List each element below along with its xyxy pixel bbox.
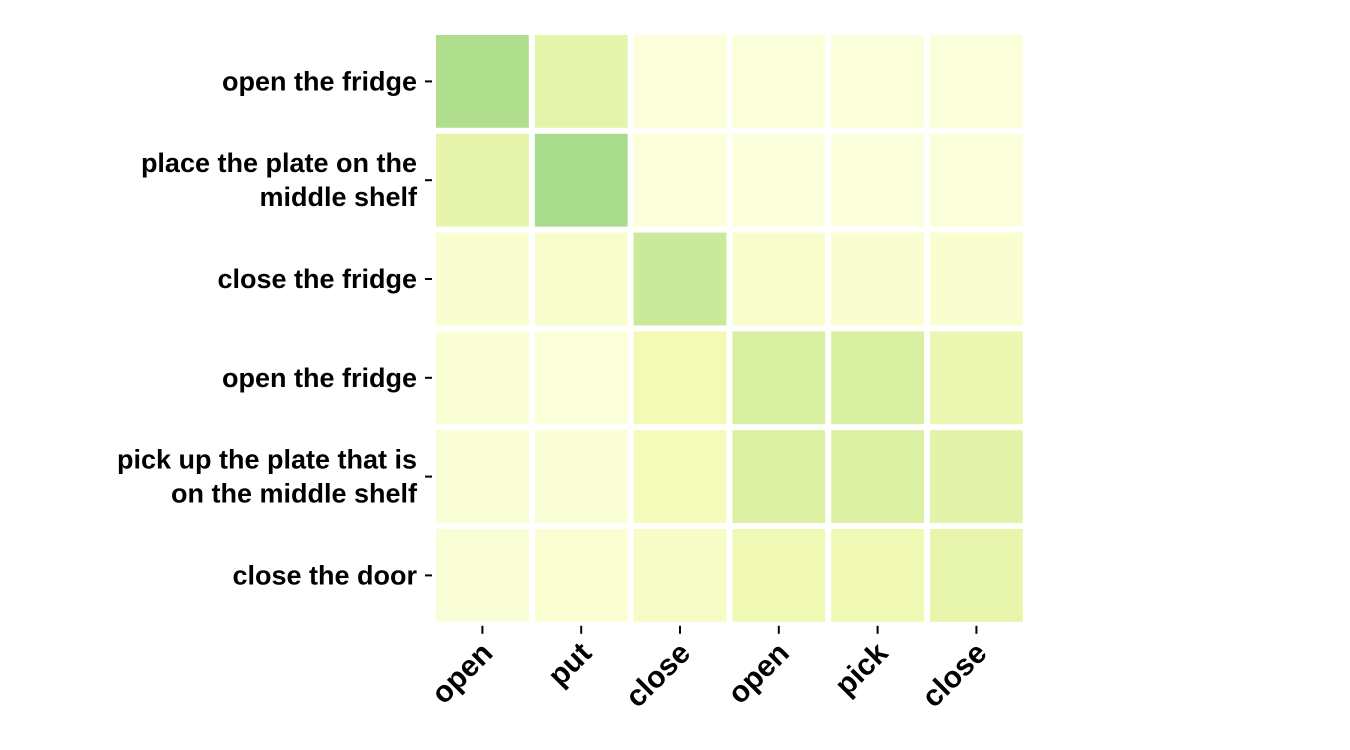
y-label-3-line-0: open the fridge (222, 363, 417, 393)
heatmap-cell-r1-c0 (436, 133, 529, 227)
heatmap-cell-r1-c3 (732, 133, 826, 227)
heatmap-cell-r3-c4 (831, 331, 924, 425)
heatmap-cell-r3-c5 (930, 331, 1023, 425)
heatmap-cell-r5-c3 (732, 529, 826, 622)
heatmap-cell-r0-c4 (831, 35, 924, 128)
y-label-5-line-0: close the door (232, 560, 417, 590)
x-label-0: open (425, 636, 499, 710)
heatmap-cell-r0-c2 (633, 35, 727, 128)
x-label-5: close (916, 636, 994, 714)
y-label-0-line-0: open the fridge (222, 66, 417, 96)
heatmap-cell-r4-c1 (534, 430, 628, 523)
heatmap-cell-r4-c2 (633, 430, 727, 523)
heatmap-cell-r0-c3 (732, 35, 826, 128)
heatmap-cell-r2-c4 (831, 232, 924, 326)
heatmap-cell-r1-c2 (633, 133, 727, 227)
heatmap-cell-r5-c4 (831, 529, 924, 622)
heatmap-cell-r3-c2 (633, 331, 727, 425)
y-label-1-line-0: place the plate on the (141, 148, 417, 178)
heatmap-cells (436, 35, 1023, 622)
heatmap-cell-r0-c1 (534, 35, 628, 128)
heatmap-cell-r5-c1 (534, 529, 628, 622)
y-label-2-line-0: close the fridge (217, 264, 417, 294)
heatmap-cell-r2-c5 (930, 232, 1023, 326)
heatmap-cell-r0-c0 (436, 35, 529, 128)
heatmap-cell-r4-c3 (732, 430, 826, 523)
heatmap-cell-r2-c0 (436, 232, 529, 326)
heatmap-cell-r4-c4 (831, 430, 924, 523)
heatmap-cell-r3-c0 (436, 331, 529, 425)
heatmap-cell-r4-c5 (930, 430, 1023, 523)
x-axis-labels: open put close open pick close (425, 625, 994, 714)
heatmap-cell-r2-c1 (534, 232, 628, 326)
heatmap-cell-r1-c1 (534, 133, 628, 227)
y-label-4-line-0: pick up the plate that is (117, 445, 417, 475)
x-label-3: open (722, 636, 796, 710)
heatmap-cell-r2-c3 (732, 232, 826, 326)
heatmap-cell-r0-c5 (930, 35, 1023, 128)
y-label-1-line-1: middle shelf (259, 182, 418, 212)
x-label-1: put (542, 636, 598, 692)
heatmap-cell-r1-c5 (930, 133, 1023, 227)
y-axis-labels: open the fridge place the plate on the mid… (117, 66, 432, 590)
y-label-4-line-1: on the middle shelf (171, 479, 418, 509)
heatmap-cell-r5-c5 (930, 529, 1023, 622)
x-label-4: pick (829, 636, 895, 702)
heatmap-cell-r2-c2 (633, 232, 727, 326)
heatmap-cell-r5-c0 (436, 529, 529, 622)
x-label-2: close (619, 636, 697, 714)
heatmap-cell-r1-c4 (831, 133, 924, 227)
heatmap-cell-r4-c0 (436, 430, 529, 523)
heatmap-cell-r5-c2 (633, 529, 727, 622)
heatmap-cell-r3-c1 (534, 331, 628, 425)
heatmap-cell-r3-c3 (732, 331, 826, 425)
